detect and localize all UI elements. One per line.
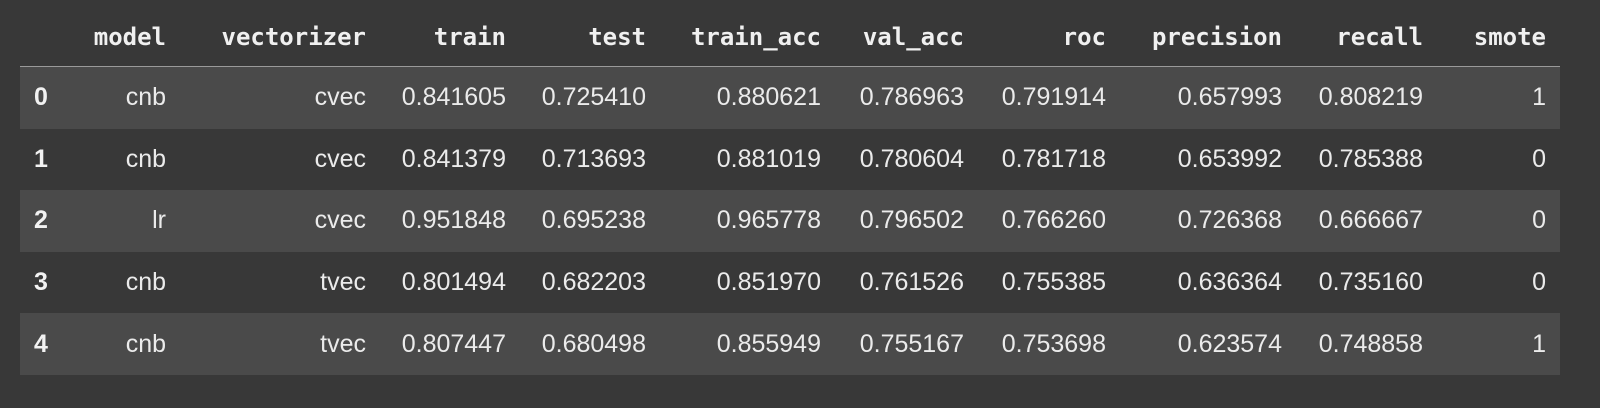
cell-smote: 1: [1532, 329, 1546, 358]
column-header-smote: smote: [1437, 8, 1560, 67]
cell-test: 0.725410: [541, 83, 646, 112]
row-index: 1: [34, 144, 48, 173]
cell-vectorizer: tvec: [320, 329, 366, 358]
cell-train-acc: 0.965778: [716, 206, 821, 235]
table-row: 1 cnb cvec 0.841379 0.713693 0.881019 0.…: [20, 128, 1560, 191]
results-table: model vectorizer train test train_acc va…: [20, 8, 1560, 375]
cell-test: 0.713693: [541, 144, 646, 173]
cell-model: cnb: [125, 268, 166, 297]
row-index: 2: [34, 206, 48, 235]
cell-train-acc: 0.851970: [716, 268, 821, 297]
cell-roc: 0.791914: [1001, 83, 1106, 112]
cell-model: cnb: [125, 83, 166, 112]
cell-model: cnb: [125, 329, 166, 358]
cell-roc: 0.755385: [1001, 268, 1106, 297]
row-index: 0: [34, 83, 48, 112]
column-header-train-acc: train_acc: [660, 8, 835, 67]
cell-vectorizer: tvec: [320, 268, 366, 297]
column-header-model: model: [75, 8, 180, 67]
column-header-roc: roc: [978, 8, 1120, 67]
cell-vectorizer: cvec: [314, 206, 366, 235]
cell-train: 0.841605: [401, 83, 506, 112]
cell-recall: 0.748858: [1318, 329, 1423, 358]
table-row: 3 cnb tvec 0.801494 0.682203 0.851970 0.…: [20, 251, 1560, 314]
index-header: [20, 8, 75, 67]
cell-recall: 0.808219: [1318, 83, 1423, 112]
cell-smote: 0: [1532, 206, 1546, 235]
cell-train-acc: 0.881019: [716, 144, 821, 173]
row-index: 3: [34, 268, 48, 297]
cell-smote: 0: [1532, 268, 1546, 297]
cell-train: 0.807447: [401, 329, 506, 358]
cell-train: 0.841379: [401, 144, 506, 173]
cell-smote: 0: [1532, 144, 1546, 173]
cell-test: 0.695238: [541, 206, 646, 235]
cell-recall: 0.666667: [1318, 206, 1423, 235]
cell-test: 0.682203: [541, 268, 646, 297]
cell-val-acc: 0.755167: [859, 329, 964, 358]
cell-recall: 0.785388: [1318, 144, 1423, 173]
cell-val-acc: 0.796502: [859, 206, 964, 235]
column-header-train: train: [380, 8, 520, 67]
cell-roc: 0.753698: [1001, 329, 1106, 358]
cell-precision: 0.623574: [1177, 329, 1282, 358]
column-header-recall: recall: [1296, 8, 1437, 67]
cell-train: 0.951848: [401, 206, 506, 235]
cell-train: 0.801494: [401, 268, 506, 297]
cell-model: lr: [152, 206, 166, 235]
cell-roc: 0.781718: [1001, 144, 1106, 173]
cell-smote: 1: [1532, 83, 1546, 112]
cell-val-acc: 0.780604: [859, 144, 964, 173]
cell-precision: 0.653992: [1177, 144, 1282, 173]
cell-train-acc: 0.855949: [716, 329, 821, 358]
cell-vectorizer: cvec: [314, 83, 366, 112]
table-row: 0 cnb cvec 0.841605 0.725410 0.880621 0.…: [20, 66, 1560, 129]
cell-val-acc: 0.786963: [859, 83, 964, 112]
cell-val-acc: 0.761526: [859, 268, 964, 297]
cell-precision: 0.636364: [1177, 268, 1282, 297]
column-header-vectorizer: vectorizer: [180, 8, 380, 67]
header-row: model vectorizer train test train_acc va…: [20, 8, 1560, 67]
table-row: 2 lr cvec 0.951848 0.695238 0.965778 0.7…: [20, 190, 1560, 252]
cell-vectorizer: cvec: [314, 144, 366, 173]
cell-train-acc: 0.880621: [716, 83, 821, 112]
cell-precision: 0.726368: [1177, 206, 1282, 235]
column-header-precision: precision: [1120, 8, 1296, 67]
cell-roc: 0.766260: [1001, 206, 1106, 235]
cell-precision: 0.657993: [1177, 83, 1282, 112]
column-header-val-acc: val_acc: [835, 8, 978, 67]
column-header-test: test: [520, 8, 660, 67]
row-index: 4: [34, 329, 48, 358]
cell-model: cnb: [125, 144, 166, 173]
cell-recall: 0.735160: [1318, 268, 1423, 297]
cell-test: 0.680498: [541, 329, 646, 358]
table-row: 4 cnb tvec 0.807447 0.680498 0.855949 0.…: [20, 313, 1560, 375]
